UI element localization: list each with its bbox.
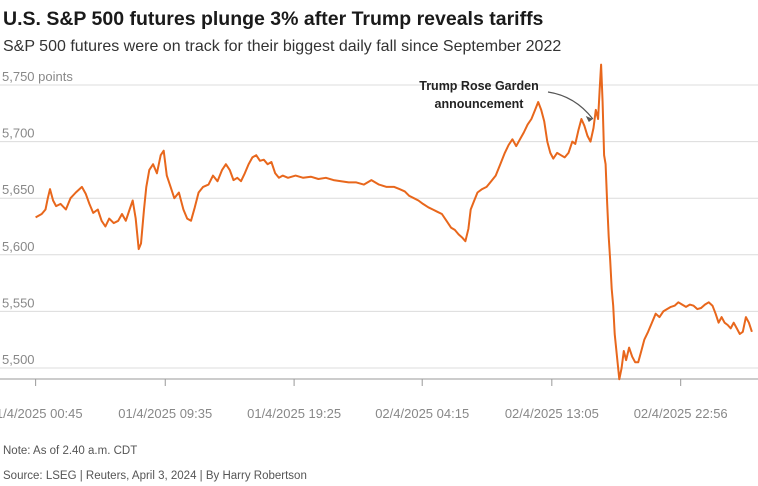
grid-lines — [0, 84, 758, 380]
chart-subtitle: S&P 500 futures were on track for their … — [3, 38, 562, 55]
annotation-text-line-1: Trump Rose Garden — [419, 79, 538, 93]
y-tick-label: 5,750 points — [2, 69, 73, 84]
y-tick-label: 5,600 — [2, 239, 35, 254]
chart-source: Source: LSEG | Reuters, April 3, 2024 | … — [3, 470, 307, 482]
y-tick-label: 5,500 — [2, 352, 35, 367]
x-tick-label: 02/4/2025 22:56 — [634, 406, 728, 421]
series-line-0 — [35, 63, 753, 381]
x-tick-label: 01/4/2025 09:35 — [118, 406, 212, 421]
annotation: Trump Rose Garden announcement — [419, 79, 594, 122]
x-axis-tick-labels: 01/4/2025 00:45 01/4/2025 09:35 01/4/2025 … — [0, 379, 728, 421]
chart-note: Note: As of 2.40 a.m. CDT — [3, 445, 138, 457]
series-layer — [35, 63, 753, 381]
x-tick-label: 01/4/2025 00:45 — [0, 406, 83, 421]
y-tick-label: 5,700 — [2, 126, 35, 141]
y-axis-tick-labels: 5,500 5,550 5,600 5,650 5,700 5,750 points — [2, 69, 73, 367]
x-tick-label: 02/4/2025 13:05 — [505, 406, 599, 421]
y-tick-label: 5,550 — [2, 295, 35, 310]
y-tick-label: 5,650 — [2, 182, 35, 197]
annotation-text-line-2: announcement — [435, 97, 525, 111]
chart-title: U.S. S&P 500 futures plunge 3% after Tru… — [3, 8, 544, 30]
x-tick-label: 01/4/2025 19:25 — [247, 406, 341, 421]
annotation-arrow — [547, 91, 594, 120]
annotation-arrowhead — [585, 115, 593, 122]
x-tick-label: 02/4/2025 04:15 — [375, 406, 469, 421]
